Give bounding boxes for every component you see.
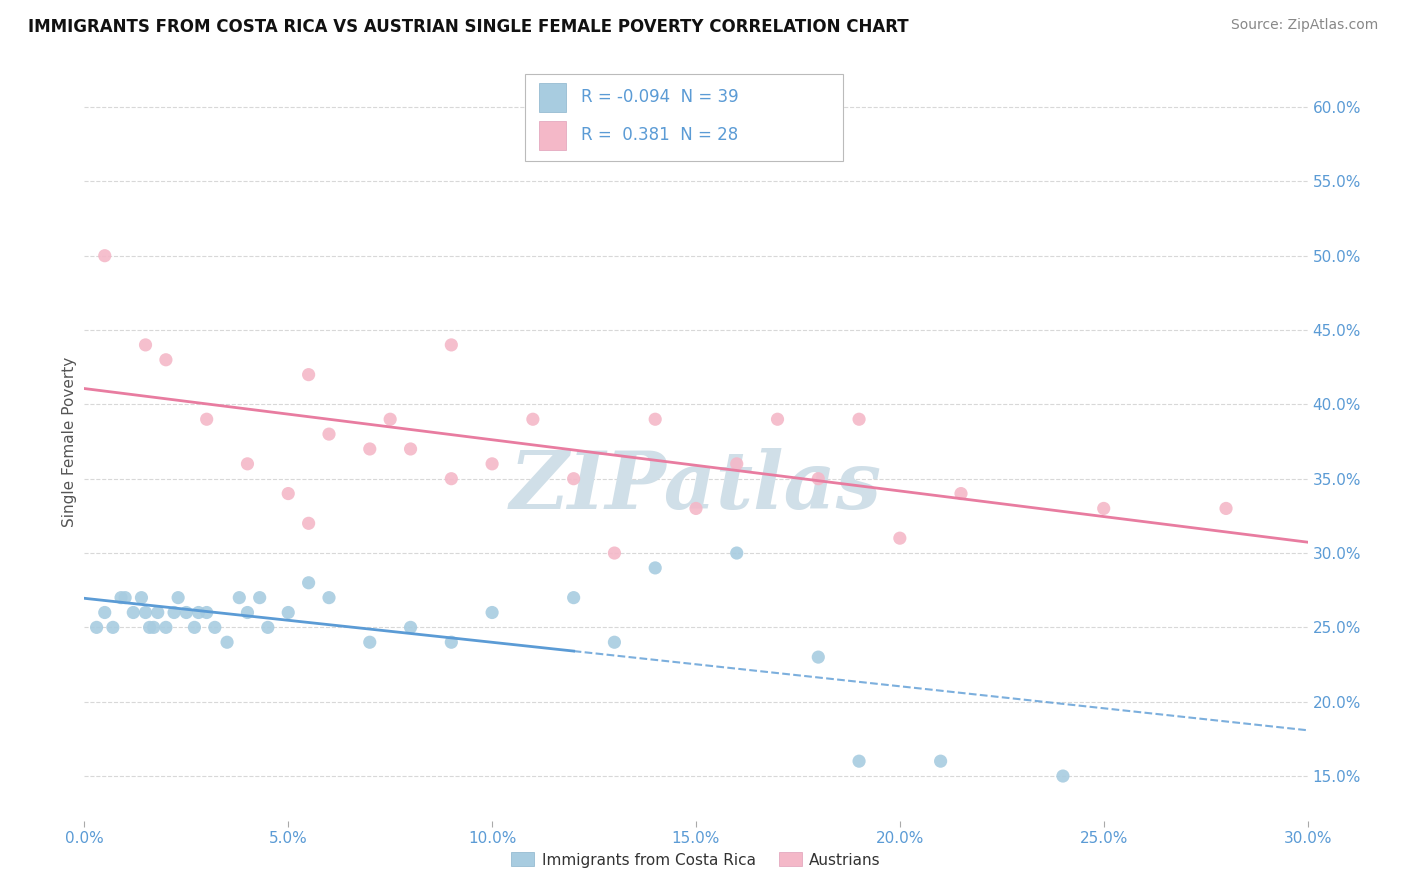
Point [562, 472, 585, 486]
Point [86, 620, 108, 634]
Text: R = -0.094  N = 39: R = -0.094 N = 39 [581, 88, 738, 106]
Point [131, 591, 153, 605]
Point [236, 457, 259, 471]
Point [101, 620, 124, 634]
Legend: Immigrants from Costa Rica, Austrians: Immigrants from Costa Rica, Austrians [505, 847, 887, 873]
Point [142, 620, 165, 634]
Point [277, 486, 299, 500]
Point [146, 606, 169, 620]
Point [1052, 769, 1074, 783]
Point [848, 754, 870, 768]
Point [399, 620, 422, 634]
Point [807, 472, 830, 486]
Point [167, 591, 190, 605]
Point [950, 486, 973, 500]
Text: Source: ZipAtlas.com: Source: ZipAtlas.com [1230, 18, 1378, 32]
Point [277, 606, 299, 620]
Point [380, 412, 402, 426]
Point [195, 606, 218, 620]
Point [889, 531, 911, 545]
Point [183, 620, 205, 634]
Point [249, 591, 271, 605]
Point [318, 427, 340, 442]
Point [399, 442, 422, 456]
Point [298, 368, 321, 382]
Point [848, 412, 870, 426]
Point [236, 606, 259, 620]
Point [481, 457, 503, 471]
Point [807, 650, 830, 665]
Point [163, 606, 186, 620]
Point [298, 516, 321, 531]
Point [929, 754, 952, 768]
Point [135, 338, 157, 352]
Bar [540, 120, 567, 150]
Point [562, 591, 585, 605]
Point [187, 606, 209, 620]
Y-axis label: Single Female Poverty: Single Female Poverty [62, 357, 77, 526]
Point [1092, 501, 1115, 516]
Point [603, 635, 626, 649]
Text: IMMIGRANTS FROM COSTA RICA VS AUSTRIAN SINGLE FEMALE POVERTY CORRELATION CHART: IMMIGRANTS FROM COSTA RICA VS AUSTRIAN S… [28, 18, 908, 36]
Point [138, 620, 160, 634]
Text: ZIPatlas: ZIPatlas [510, 449, 882, 525]
Point [359, 635, 381, 649]
Point [318, 591, 340, 605]
Bar [524, 74, 842, 161]
Point [725, 457, 748, 471]
Point [644, 412, 666, 426]
Point [257, 620, 280, 634]
Point [1215, 501, 1237, 516]
Point [195, 412, 218, 426]
Point [685, 501, 707, 516]
Point [644, 561, 666, 575]
Point [359, 442, 381, 456]
Point [440, 635, 463, 649]
Point [766, 412, 789, 426]
Point [522, 412, 544, 426]
Point [217, 635, 239, 649]
Point [298, 575, 321, 590]
Text: R =  0.381  N = 28: R = 0.381 N = 28 [581, 127, 738, 145]
Point [725, 546, 748, 560]
Point [174, 606, 197, 620]
Point [204, 620, 226, 634]
Point [155, 620, 177, 634]
Point [110, 591, 132, 605]
Point [440, 338, 463, 352]
Point [114, 591, 136, 605]
Bar [540, 83, 567, 112]
Point [481, 606, 503, 620]
Point [155, 352, 177, 367]
Point [603, 546, 626, 560]
Point [440, 472, 463, 486]
Point [93, 606, 115, 620]
Point [122, 606, 145, 620]
Point [93, 249, 115, 263]
Point [135, 606, 157, 620]
Point [228, 591, 250, 605]
